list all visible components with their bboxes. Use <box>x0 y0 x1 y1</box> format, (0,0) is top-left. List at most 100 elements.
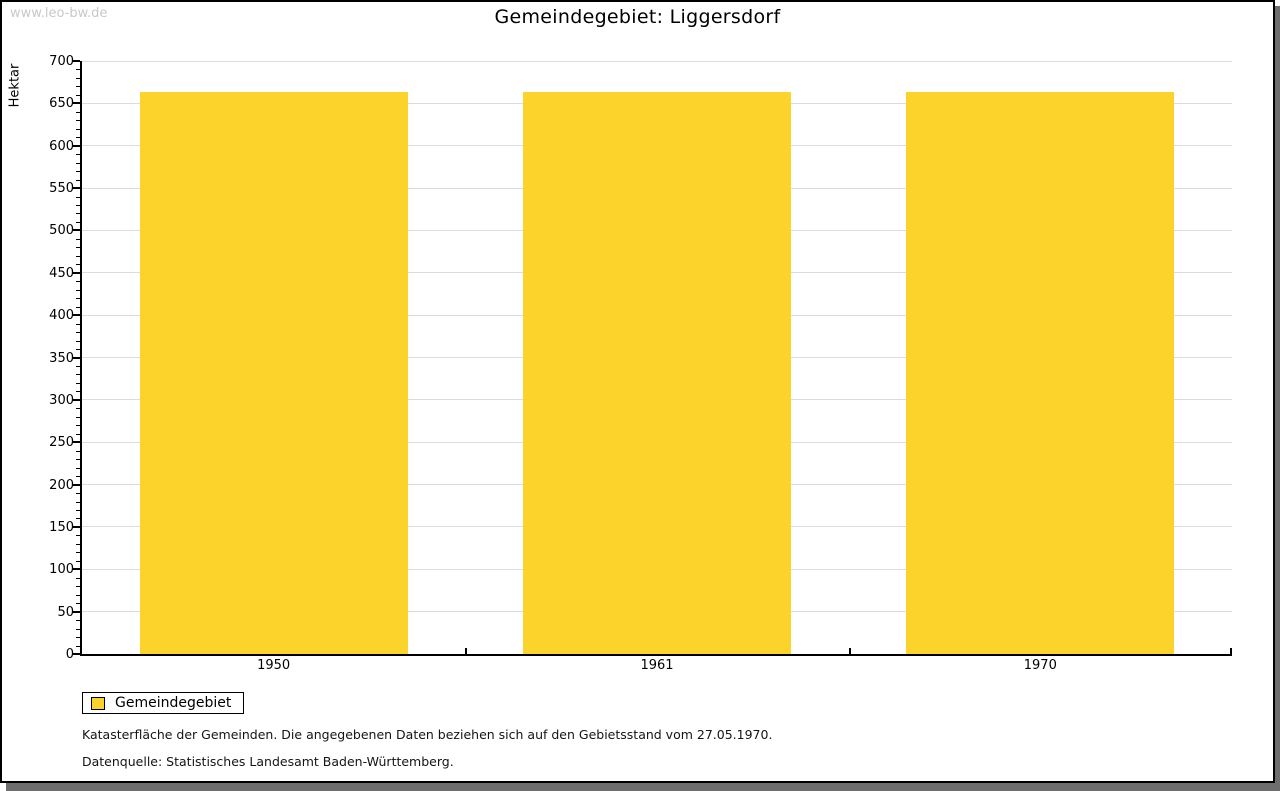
y-major-tick-100 <box>72 568 80 571</box>
bar-1961 <box>523 91 791 654</box>
y-minor-tick <box>76 289 80 291</box>
x-boundary-tick <box>1230 648 1232 654</box>
y-major-tick-200 <box>72 483 80 486</box>
gridline-700 <box>82 60 1232 62</box>
y-major-tick-500 <box>72 229 80 232</box>
y-minor-tick <box>76 459 80 461</box>
y-minor-tick <box>76 128 80 130</box>
y-minor-tick <box>76 94 80 96</box>
y-major-tick-50 <box>72 610 80 613</box>
y-tick-label-100: 100 <box>49 562 74 578</box>
y-minor-tick <box>76 408 80 410</box>
y-minor-tick <box>76 391 80 393</box>
y-tick-label-0: 0 <box>65 647 74 662</box>
y-major-tick-250 <box>72 441 80 444</box>
y-minor-tick <box>76 509 80 511</box>
y-minor-tick <box>76 535 80 537</box>
y-minor-tick <box>76 586 80 588</box>
y-minor-tick <box>76 247 80 249</box>
y-minor-tick <box>76 374 80 376</box>
y-minor-tick <box>76 154 80 156</box>
watermark-leo-bw: www.leo-bw.de <box>10 6 108 21</box>
y-minor-tick <box>76 162 80 164</box>
y-tick-label-200: 200 <box>49 477 74 493</box>
y-tick-label-450: 450 <box>49 265 74 281</box>
legend-label: Gemeindegebiet <box>115 695 232 711</box>
y-minor-tick <box>76 340 80 342</box>
y-minor-tick <box>76 501 80 503</box>
y-minor-tick <box>76 450 80 452</box>
y-minor-tick <box>76 213 80 215</box>
y-minor-tick <box>76 645 80 647</box>
y-minor-tick <box>76 365 80 367</box>
y-minor-tick <box>76 416 80 418</box>
y-minor-tick <box>76 205 80 206</box>
y-major-tick-400 <box>72 314 80 317</box>
y-minor-tick <box>76 476 80 478</box>
y-minor-tick <box>76 628 80 630</box>
footnote-datasource: Datenquelle: Statistisches Landesamt Bad… <box>82 754 454 769</box>
x-boundary-tick <box>848 648 851 654</box>
y-minor-tick <box>76 137 80 139</box>
y-minor-tick <box>76 306 80 308</box>
y-minor-tick <box>76 349 80 351</box>
y-tick-label-150: 150 <box>49 519 74 535</box>
y-major-tick-0 <box>72 653 80 655</box>
y-tick-label-250: 250 <box>49 435 74 451</box>
x-tick-label-1950: 1950 <box>257 658 291 673</box>
legend-box: Gemeindegebiet <box>82 692 245 714</box>
y-minor-tick <box>76 179 80 181</box>
y-axis-label: Hektar <box>7 63 23 108</box>
y-tick-label-600: 600 <box>49 138 74 154</box>
bar-1970 <box>906 91 1175 654</box>
y-minor-tick <box>76 264 80 266</box>
y-minor-tick <box>76 111 80 113</box>
y-minor-tick <box>76 221 80 223</box>
y-minor-tick <box>76 77 80 79</box>
x-boundary-tick <box>465 648 468 654</box>
y-tick-label-650: 650 <box>49 96 74 112</box>
y-minor-tick <box>76 196 80 198</box>
y-tick-label-700: 700 <box>49 54 74 69</box>
y-minor-tick <box>76 323 80 325</box>
y-minor-tick <box>76 433 80 435</box>
y-tick-label-300: 300 <box>49 392 74 408</box>
y-major-tick-550 <box>72 187 80 190</box>
x-tick-label-1970: 1970 <box>1023 658 1057 673</box>
card-shadow-bottom <box>6 783 1280 791</box>
y-minor-tick <box>76 577 80 579</box>
y-major-tick-600 <box>72 144 80 147</box>
y-minor-tick <box>76 255 80 257</box>
y-minor-tick <box>76 560 80 562</box>
y-minor-tick <box>76 86 80 88</box>
y-minor-tick <box>76 120 80 122</box>
y-minor-tick <box>76 552 80 554</box>
chart-title: Gemeindegebiet: Liggersdorf <box>494 6 781 28</box>
y-tick-label-50: 50 <box>57 604 74 620</box>
y-minor-tick <box>76 637 80 639</box>
y-minor-tick <box>76 382 80 384</box>
y-minor-tick <box>76 281 80 283</box>
bar-1950 <box>139 91 408 654</box>
y-minor-tick <box>76 467 80 469</box>
y-minor-tick <box>76 332 80 334</box>
footnote-description: Katasterfläche der Gemeinden. Die angege… <box>82 727 773 742</box>
card-shadow-right <box>1275 6 1280 791</box>
y-minor-tick <box>76 425 80 427</box>
y-tick-label-500: 500 <box>49 223 74 239</box>
y-minor-tick <box>76 518 80 520</box>
legend-swatch-gemeindegebiet <box>91 696 105 710</box>
y-major-tick-350 <box>72 356 80 359</box>
y-major-tick-700 <box>72 60 80 62</box>
y-major-tick-450 <box>72 271 80 274</box>
y-minor-tick <box>76 171 80 173</box>
y-major-tick-650 <box>72 102 80 105</box>
y-minor-tick <box>76 493 80 495</box>
y-major-tick-300 <box>72 398 80 401</box>
y-tick-label-550: 550 <box>49 181 74 197</box>
y-tick-label-350: 350 <box>49 350 74 366</box>
y-minor-tick <box>76 69 80 71</box>
y-minor-tick <box>76 298 80 300</box>
